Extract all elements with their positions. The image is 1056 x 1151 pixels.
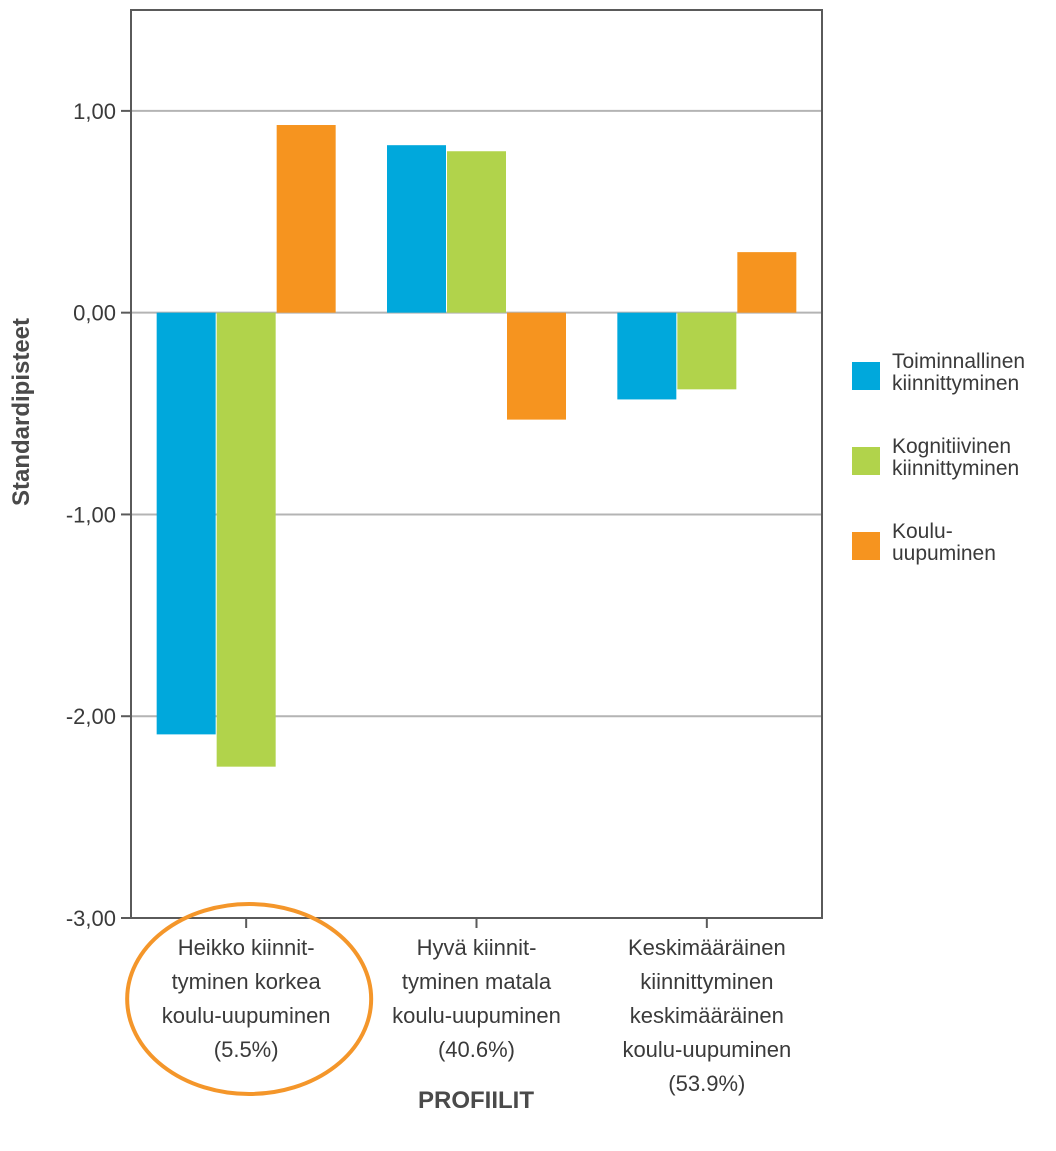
highlight-ellipse xyxy=(125,902,374,1096)
bar xyxy=(387,145,446,313)
legend-label-line: kiinnittyminen xyxy=(892,457,1019,480)
category-label-line: tyminen korkea xyxy=(172,969,322,994)
legend-label-line: Toiminnallinen xyxy=(892,350,1025,373)
y-tick-label: -2,00 xyxy=(66,704,116,729)
y-tick-label: 1,00 xyxy=(73,99,116,124)
category-label-line: koulu-uupuminen xyxy=(622,1037,791,1062)
category-label-line: (5.5%) xyxy=(214,1037,279,1062)
y-tick-label: 0,00 xyxy=(73,301,116,326)
bar xyxy=(617,312,677,400)
category-label-line: kiinnittyminen xyxy=(640,969,773,994)
category-label-line: (40.6%) xyxy=(438,1037,515,1062)
legend-swatch xyxy=(852,532,880,560)
legend-label-line: kiinnittyminen xyxy=(892,372,1019,395)
y-tick-label: -3,00 xyxy=(66,906,116,931)
bars xyxy=(156,125,797,767)
bar xyxy=(737,252,797,313)
y-tick-label: -1,00 xyxy=(66,502,116,527)
category-label-line: (53.9%) xyxy=(668,1071,745,1096)
category-label-line: Hyvä kiinnit- xyxy=(417,935,537,960)
bar xyxy=(276,125,336,313)
category-label-line: tyminen matala xyxy=(402,969,552,994)
category-label-line: koulu-uupuminen xyxy=(162,1003,331,1028)
x-axis-title: PROFIILIT xyxy=(418,1087,534,1114)
bar xyxy=(216,312,276,767)
legend-label-line: Kognitiivinen xyxy=(892,435,1011,458)
legend-swatch xyxy=(852,447,880,475)
category-label-line: Keskimääräinen xyxy=(628,935,786,960)
bar xyxy=(677,312,737,390)
bar xyxy=(447,151,506,313)
legend-label-line: Koulu- xyxy=(892,520,953,543)
category-label-line: keskimääräinen xyxy=(630,1003,784,1028)
category-label-line: koulu-uupuminen xyxy=(392,1003,561,1028)
bar xyxy=(156,312,216,735)
y-axis-title: Standardipisteet xyxy=(8,318,35,506)
legend-swatch xyxy=(852,362,880,390)
axis-ticks: 1,00 0,00 -1,00 -2,00 -3,00 xyxy=(66,99,708,931)
bar xyxy=(507,312,566,420)
category-label-line: Heikko kiinnit- xyxy=(178,935,315,960)
category-labels: Heikko kiinnit-tyminen korkea koulu-uupum… xyxy=(125,902,791,1096)
legend: ToiminnallinenkiinnittyminenKognitiivine… xyxy=(852,350,1025,565)
legend-label-line: uupuminen xyxy=(892,542,996,565)
